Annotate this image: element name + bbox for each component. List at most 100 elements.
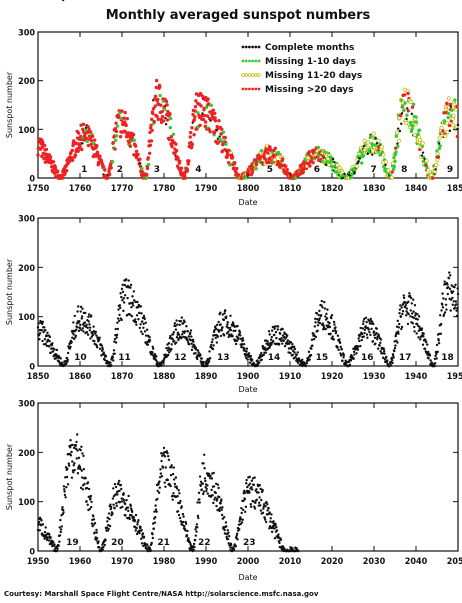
data-point <box>114 327 117 331</box>
data-point <box>180 505 184 508</box>
data-point <box>67 462 71 465</box>
data-point <box>115 134 119 138</box>
data-point <box>185 534 189 538</box>
data-point <box>272 520 275 523</box>
data-point <box>116 493 119 496</box>
legend-marker <box>254 73 258 77</box>
data-point <box>76 433 79 436</box>
data-point <box>227 330 230 333</box>
legend-marker <box>254 45 258 49</box>
data-point <box>454 300 458 303</box>
cycle-label: 23 <box>243 538 256 548</box>
data-point <box>158 476 162 479</box>
data-point <box>55 348 59 352</box>
data-point <box>43 537 46 540</box>
data-point <box>80 315 84 318</box>
data-point <box>36 153 40 157</box>
data-point <box>417 315 421 318</box>
data-point <box>111 512 114 515</box>
data-point <box>293 345 296 348</box>
data-point <box>219 502 222 505</box>
data-point <box>203 453 206 456</box>
data-point <box>122 499 126 502</box>
data-point <box>123 283 127 287</box>
cycle-label: 5 <box>267 165 273 175</box>
data-point <box>199 484 202 488</box>
data-point <box>396 127 400 130</box>
data-point <box>396 319 399 323</box>
data-point <box>291 547 294 550</box>
data-point <box>331 329 335 333</box>
data-point <box>157 491 161 494</box>
data-point <box>298 363 301 367</box>
data-point <box>168 351 171 354</box>
data-point <box>321 306 324 309</box>
data-point <box>79 305 83 309</box>
data-point <box>126 506 130 509</box>
data-point <box>65 362 68 365</box>
data-point <box>182 335 185 339</box>
data-point <box>332 338 335 341</box>
data-point <box>202 490 206 493</box>
data-point <box>174 149 179 153</box>
data-point <box>81 452 84 455</box>
data-point <box>219 138 223 142</box>
data-point <box>135 149 139 153</box>
data-point <box>101 543 104 546</box>
data-point <box>226 326 230 329</box>
data-point <box>37 520 41 524</box>
data-point <box>82 467 86 471</box>
data-point <box>453 306 457 310</box>
data-point <box>239 334 242 337</box>
data-point <box>245 347 249 350</box>
data-point <box>220 329 223 332</box>
data-point <box>405 117 408 121</box>
data-point <box>146 543 149 546</box>
data-point <box>441 292 444 295</box>
cycle-label: 7 <box>370 165 376 175</box>
data-point <box>136 300 139 304</box>
data-point <box>107 512 111 515</box>
data-point <box>180 316 184 319</box>
x-tick-label: 1820 <box>321 184 344 194</box>
data-point <box>63 488 66 491</box>
data-point <box>108 172 112 177</box>
data-point <box>248 475 251 479</box>
x-axis-label: Date <box>238 385 257 394</box>
data-point <box>318 322 322 325</box>
data-point <box>156 497 159 501</box>
y-tick-label: 100 <box>18 313 35 323</box>
data-point <box>78 319 81 323</box>
data-point <box>410 112 413 116</box>
data-point <box>158 93 162 98</box>
data-point <box>74 447 78 451</box>
data-point <box>117 114 121 118</box>
data-point <box>349 359 353 362</box>
data-point <box>314 321 317 324</box>
data-point <box>205 472 209 475</box>
cycle-label: 4 <box>195 165 201 175</box>
data-point <box>73 462 76 465</box>
data-point <box>308 358 311 361</box>
x-tick-label: 1750 <box>27 184 50 194</box>
data-point <box>171 498 174 501</box>
data-point <box>176 323 179 326</box>
data-point <box>120 295 123 299</box>
data-point <box>189 331 192 335</box>
data-point <box>448 102 452 107</box>
data-point <box>211 338 214 341</box>
legend: Complete months Missing 1-10 days Missing … <box>238 40 372 98</box>
data-point <box>442 111 446 115</box>
data-point <box>109 361 112 364</box>
data-point <box>223 334 226 337</box>
data-point <box>79 134 83 139</box>
data-point <box>417 128 422 132</box>
data-point <box>341 359 344 363</box>
data-point <box>75 457 79 460</box>
data-point <box>360 161 364 165</box>
data-point <box>98 336 101 339</box>
data-point <box>244 510 247 514</box>
data-point <box>76 472 80 475</box>
data-point <box>80 469 83 472</box>
data-point <box>195 530 198 533</box>
